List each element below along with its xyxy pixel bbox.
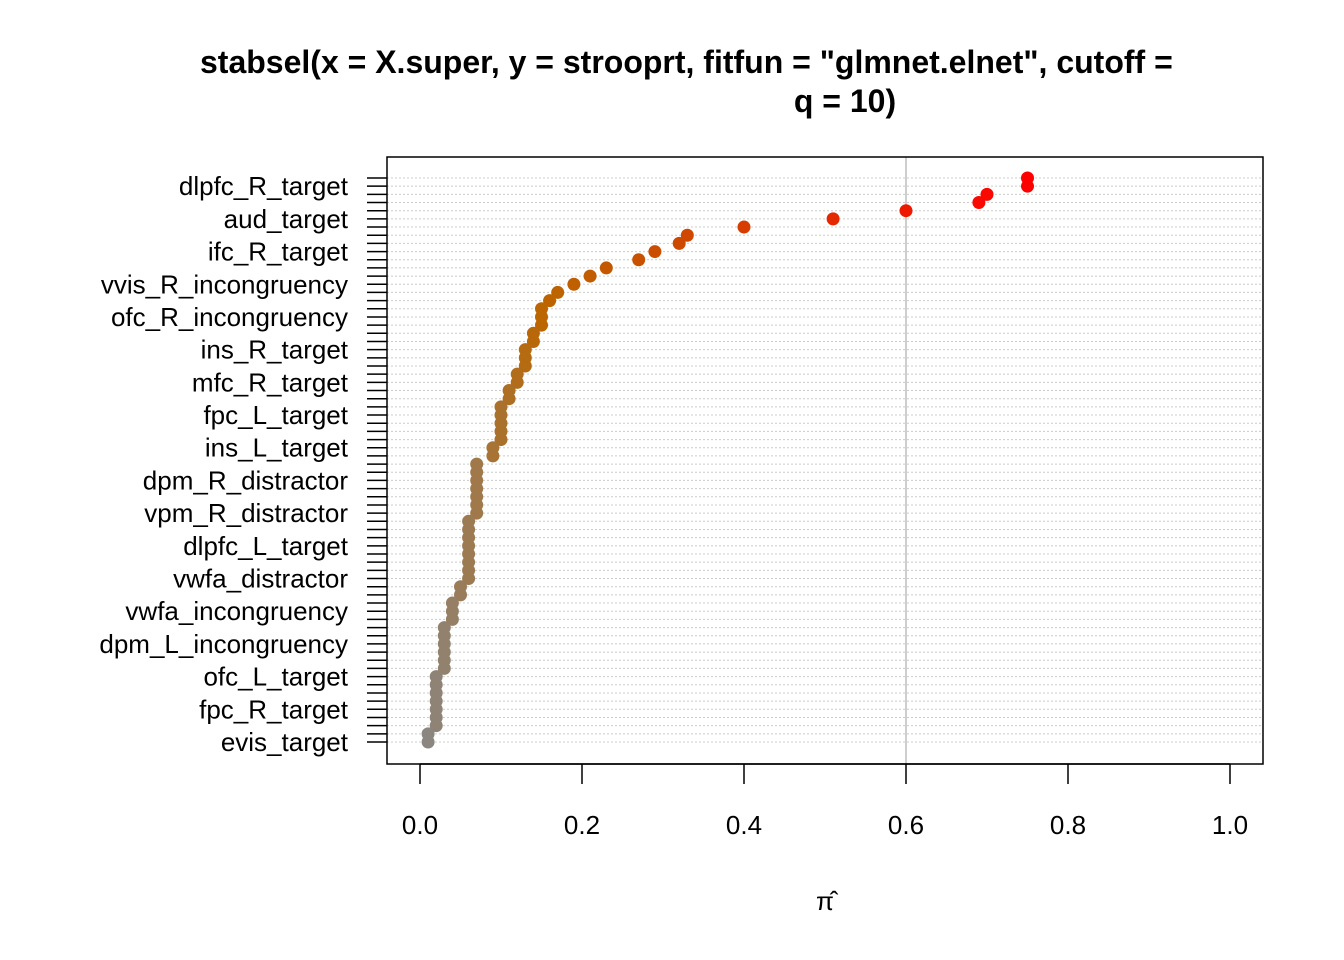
data-point bbox=[551, 285, 565, 299]
y-tick-label: vwfa_distractor bbox=[173, 564, 348, 594]
data-point bbox=[972, 196, 986, 210]
data-point bbox=[462, 572, 476, 586]
data-point bbox=[599, 261, 613, 275]
data-point bbox=[494, 433, 508, 447]
y-tick-label: dpm_L_incongruency bbox=[99, 629, 348, 659]
data-point bbox=[737, 220, 751, 234]
y-axis-ticks bbox=[367, 177, 387, 743]
data-points bbox=[421, 171, 1034, 749]
data-point bbox=[583, 269, 597, 283]
x-tick-label: 0.2 bbox=[564, 810, 600, 840]
y-tick-label: evis_target bbox=[221, 727, 349, 757]
x-tick-label: 0.6 bbox=[888, 810, 924, 840]
chart-title: stabsel(x = X.super, y = strooprt, fitfu… bbox=[200, 44, 1173, 119]
y-tick-label: vwfa_incongruency bbox=[125, 596, 348, 626]
data-point bbox=[526, 334, 540, 348]
y-axis-labels: dlpfc_R_targetaud_targetifc_R_targetvvis… bbox=[99, 171, 348, 757]
y-tick-label: vpm_R_distractor bbox=[144, 498, 348, 528]
data-point bbox=[470, 506, 484, 520]
data-point bbox=[437, 661, 451, 675]
data-point bbox=[567, 277, 581, 291]
data-point bbox=[429, 719, 443, 733]
chart-title-line-1: stabsel(x = X.super, y = strooprt, fitfu… bbox=[200, 44, 1173, 80]
data-point bbox=[1021, 179, 1034, 193]
data-point bbox=[445, 612, 459, 626]
data-point bbox=[502, 392, 516, 406]
y-tick-label: dlpfc_L_target bbox=[183, 531, 349, 561]
chart-title-line-2: q = 10) bbox=[794, 83, 896, 119]
y-tick-label: dlpfc_R_target bbox=[179, 171, 349, 201]
x-tick-label: 0.4 bbox=[726, 810, 762, 840]
y-tick-label: vvis_R_incongruency bbox=[101, 269, 348, 299]
plot-frame bbox=[386, 156, 1264, 765]
data-point bbox=[632, 253, 646, 267]
data-point bbox=[535, 318, 548, 332]
y-tick-label: aud_target bbox=[224, 204, 349, 234]
data-point bbox=[486, 449, 500, 463]
data-point bbox=[680, 228, 694, 242]
data-point bbox=[826, 212, 840, 226]
data-point bbox=[648, 245, 662, 259]
data-point bbox=[543, 294, 557, 308]
y-tick-label: ins_R_target bbox=[201, 335, 349, 365]
data-point bbox=[899, 204, 913, 218]
x-axis-label: π̂ bbox=[816, 886, 839, 916]
x-tick-label: 1.0 bbox=[1212, 810, 1248, 840]
x-tick-label: 0.8 bbox=[1050, 810, 1086, 840]
y-tick-label: fpc_R_target bbox=[199, 694, 349, 724]
y-tick-label: dpm_R_distractor bbox=[143, 465, 349, 495]
data-point bbox=[421, 735, 435, 749]
data-point bbox=[510, 375, 524, 389]
y-tick-label: ofc_L_target bbox=[203, 662, 348, 692]
y-tick-label: ins_L_target bbox=[205, 433, 349, 463]
x-axis: 0.0 0.2 0.4 0.6 0.8 1.0 bbox=[402, 763, 1248, 840]
y-tick-label: fpc_L_target bbox=[203, 400, 348, 430]
data-point bbox=[980, 187, 994, 201]
grid-lines bbox=[387, 177, 1263, 743]
data-point bbox=[454, 588, 467, 602]
y-tick-label: ifc_R_target bbox=[208, 237, 349, 267]
x-tick-label: 0.0 bbox=[402, 810, 438, 840]
y-tick-label: mfc_R_target bbox=[192, 367, 349, 397]
data-point bbox=[672, 236, 686, 250]
y-tick-label: ofc_R_incongruency bbox=[111, 302, 348, 332]
data-point bbox=[518, 359, 532, 373]
